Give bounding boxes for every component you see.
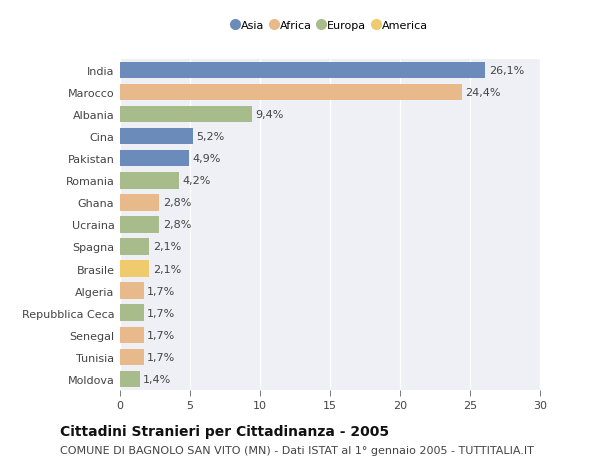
Bar — [120, 173, 179, 189]
Bar — [120, 106, 251, 123]
Bar — [120, 371, 140, 387]
Bar — [120, 261, 149, 277]
Bar — [120, 305, 144, 321]
Text: COMUNE DI BAGNOLO SAN VITO (MN) - Dati ISTAT al 1° gennaio 2005 - TUTTITALIA.IT: COMUNE DI BAGNOLO SAN VITO (MN) - Dati I… — [60, 445, 534, 455]
Text: 1,7%: 1,7% — [148, 352, 176, 362]
Bar — [120, 239, 149, 255]
Legend: Asia, Africa, Europa, America: Asia, Africa, Europa, America — [230, 19, 430, 34]
Text: Cittadini Stranieri per Cittadinanza - 2005: Cittadini Stranieri per Cittadinanza - 2… — [60, 425, 389, 438]
Text: 4,2%: 4,2% — [182, 176, 211, 186]
Bar — [120, 349, 144, 365]
Text: 2,1%: 2,1% — [153, 242, 181, 252]
Text: 2,8%: 2,8% — [163, 198, 191, 208]
Bar — [120, 283, 144, 299]
Text: 1,7%: 1,7% — [148, 286, 176, 296]
Text: 26,1%: 26,1% — [489, 66, 524, 76]
Text: 9,4%: 9,4% — [255, 110, 283, 120]
Text: 2,1%: 2,1% — [153, 264, 181, 274]
Text: 1,7%: 1,7% — [148, 308, 176, 318]
Text: 1,7%: 1,7% — [148, 330, 176, 340]
Text: 5,2%: 5,2% — [196, 132, 224, 142]
Bar — [120, 62, 485, 79]
Bar — [120, 327, 144, 343]
Text: 24,4%: 24,4% — [465, 88, 500, 98]
Bar — [120, 195, 159, 211]
Text: 4,9%: 4,9% — [192, 154, 220, 164]
Bar — [120, 151, 188, 167]
Bar — [120, 129, 193, 145]
Text: 2,8%: 2,8% — [163, 220, 191, 230]
Bar — [120, 84, 461, 101]
Bar — [120, 217, 159, 233]
Text: 1,4%: 1,4% — [143, 374, 172, 384]
